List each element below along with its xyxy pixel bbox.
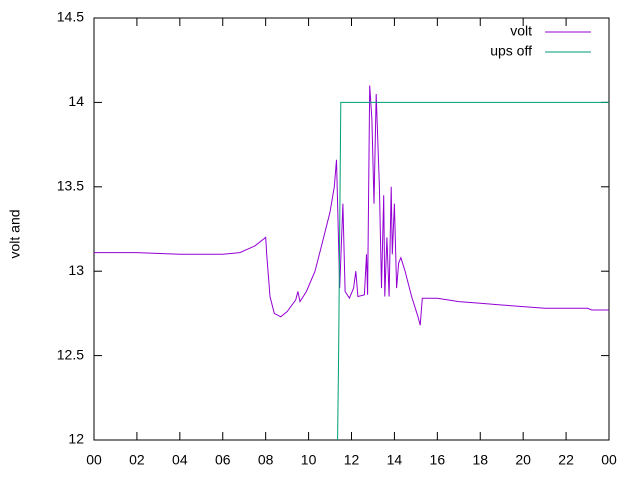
x-tick-label: 20 — [515, 452, 531, 468]
y-tick-label: 12.5 — [57, 346, 84, 362]
x-tick-label: 08 — [258, 452, 274, 468]
x-tick-label: 14 — [387, 452, 403, 468]
y-tick-label: 14 — [68, 93, 84, 109]
x-tick-label: 22 — [558, 452, 574, 468]
x-tick-label: 00 — [601, 452, 617, 468]
legend-label: volt — [510, 23, 532, 39]
y-tick-label: 13.5 — [57, 178, 84, 194]
x-tick-label: 16 — [430, 452, 446, 468]
y-tick-label: 12 — [68, 431, 84, 447]
x-tick-label: 18 — [472, 452, 488, 468]
legend-label: ups off — [490, 43, 532, 59]
y-tick-label: 13 — [68, 262, 84, 278]
x-tick-label: 02 — [129, 452, 145, 468]
x-tick-label: 10 — [301, 452, 317, 468]
x-tick-label: 00 — [86, 452, 102, 468]
series-line — [94, 85, 609, 326]
plot-frame — [93, 17, 610, 441]
series-line — [337, 101, 609, 441]
x-tick-label: 12 — [344, 452, 360, 468]
x-tick-label: 06 — [215, 452, 231, 468]
y-axis-label: volt and — [7, 209, 23, 258]
y-tick-label: 14.5 — [57, 9, 84, 25]
x-tick-label: 04 — [172, 452, 188, 468]
